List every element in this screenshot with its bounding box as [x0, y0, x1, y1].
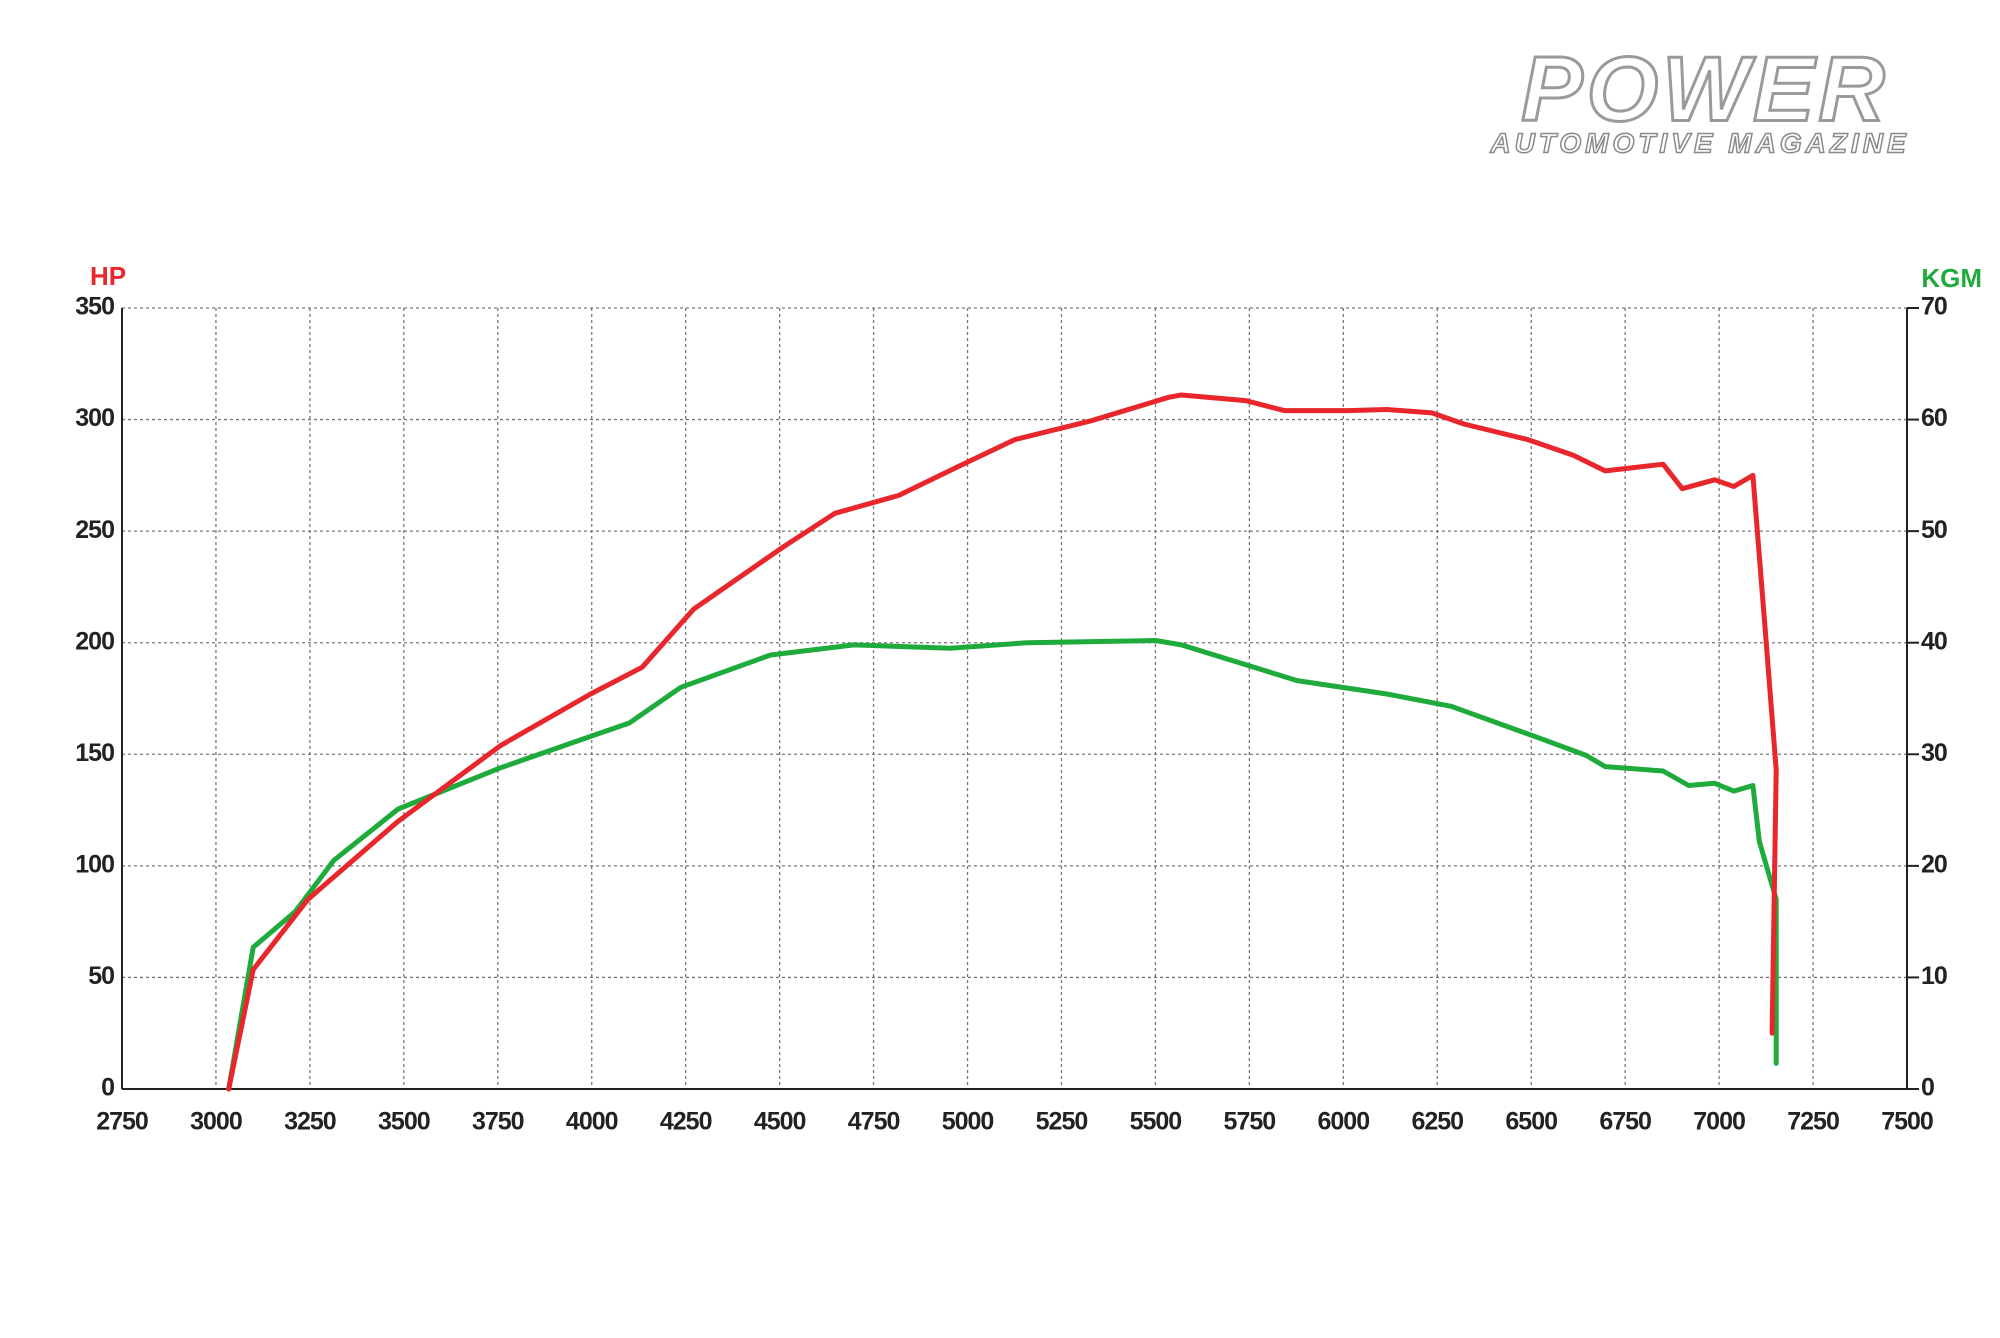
y-axis-label: HP	[90, 261, 126, 291]
x-tick-label: 4000	[566, 1108, 618, 1136]
y2-tick-label: 40	[1921, 627, 1947, 655]
x-tick-label: 3000	[190, 1108, 242, 1136]
x-tick-label: 4750	[848, 1108, 900, 1136]
brand-logo: POWER	[1521, 38, 1889, 140]
x-tick-label: 6750	[1599, 1108, 1651, 1136]
x-tick-label: 3750	[472, 1108, 524, 1136]
x-tick-label: 7250	[1787, 1108, 1839, 1136]
y2-tick-label: 0	[1921, 1074, 1934, 1102]
y-tick-label: 50	[88, 962, 114, 990]
y2-tick-label: 60	[1921, 404, 1947, 432]
line-series	[226, 638, 1779, 1092]
x-tick-label: 4500	[754, 1108, 806, 1136]
x-tick-label: 6500	[1505, 1108, 1557, 1136]
x-tick-label: 5250	[1036, 1108, 1088, 1136]
brand-subtitle: AUTOMOTIVE MAGAZINE	[1489, 127, 1909, 158]
x-tick-label: 4250	[660, 1108, 712, 1136]
y-tick-label: 0	[101, 1074, 114, 1102]
y-tick-label: 100	[75, 850, 114, 878]
x-tick-label: 5000	[942, 1108, 994, 1136]
y2-tick-label: 20	[1921, 850, 1947, 878]
line-series	[226, 392, 1779, 1092]
y2-axis-label: KGM	[1921, 263, 1982, 293]
x-tick-label: 5500	[1130, 1108, 1182, 1136]
x-tick-label: 2750	[96, 1108, 148, 1136]
y2-tick-label: 30	[1921, 739, 1947, 767]
y2-tick-label: 10	[1921, 962, 1947, 990]
y-tick-label: 300	[75, 404, 114, 432]
x-tick-label: 7000	[1693, 1108, 1745, 1136]
y-tick-label: 350	[75, 293, 114, 321]
x-tick-label: 7500	[1881, 1108, 1933, 1136]
x-tick-label: 3500	[378, 1108, 430, 1136]
y-tick-label: 200	[75, 627, 114, 655]
x-tick-label: 6000	[1318, 1108, 1370, 1136]
x-tick-label: 6250	[1411, 1108, 1463, 1136]
y2-tick-label: 70	[1921, 293, 1947, 321]
y-tick-label: 250	[75, 516, 114, 544]
y2-tick-label: 50	[1921, 516, 1947, 544]
x-tick-label: 5750	[1224, 1108, 1276, 1136]
y-tick-label: 150	[75, 739, 114, 767]
x-tick-label: 3250	[284, 1108, 336, 1136]
